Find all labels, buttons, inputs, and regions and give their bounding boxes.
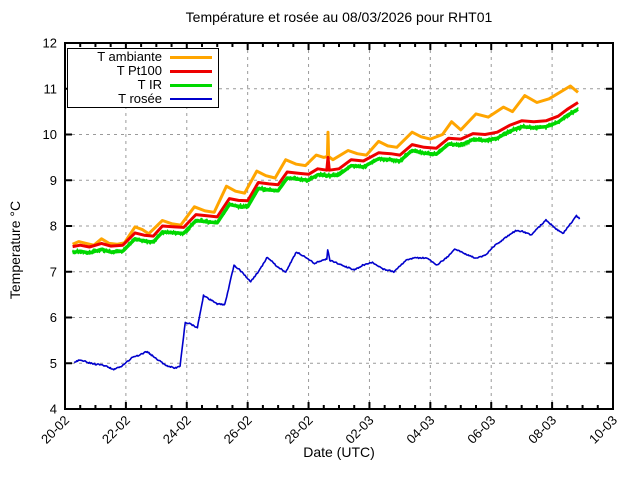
x-tick-label: 02-03 — [342, 413, 376, 447]
y-tick-label: 6 — [50, 310, 57, 325]
legend-item-t-rosee: T rosée — [68, 92, 218, 106]
y-tick-label: 4 — [50, 402, 57, 417]
chart-title: Température et rosée au 08/03/2026 pour … — [185, 9, 493, 25]
x-tick-label: 10-03 — [586, 413, 620, 447]
y-tick-label: 12 — [43, 36, 57, 51]
y-tick-label: 9 — [50, 173, 57, 188]
y-axis-label: Temperature °C — [7, 200, 23, 300]
x-tick-label: 28-02 — [282, 413, 316, 447]
y-tick-label: 10 — [43, 127, 57, 142]
y-tick-label: 11 — [44, 81, 58, 96]
y-tick-label: 7 — [50, 264, 57, 279]
x-tick-label: 26-02 — [221, 413, 255, 447]
legend-label: T rosée — [118, 91, 162, 106]
legend-line-sample — [170, 69, 212, 73]
x-tick-label: 06-03 — [464, 413, 498, 447]
legend-line-sample — [170, 98, 212, 100]
series-line-t-rosée — [73, 214, 581, 371]
x-axis-label: Date (UTC) — [303, 444, 375, 460]
legend-label: T IR — [137, 77, 162, 92]
x-tick-label: 04-03 — [403, 413, 437, 447]
series-line-t-pt100 — [72, 101, 579, 249]
x-tick-label: 22-02 — [99, 413, 133, 447]
legend-line-sample — [170, 83, 212, 87]
legend-label: T Pt100 — [116, 63, 162, 78]
legend-item-t-ir: T IR — [68, 78, 218, 92]
series-line-t-ambiante — [71, 84, 579, 247]
legend-label: T ambiante — [97, 49, 162, 64]
x-tick-label: 08-03 — [525, 413, 559, 447]
legend-line-sample — [170, 55, 212, 59]
y-tick-label: 5 — [50, 356, 57, 371]
y-tick-label: 8 — [50, 219, 57, 234]
x-tick-label: 20-02 — [38, 413, 72, 447]
series-line-t-ir-fuzz — [72, 107, 579, 256]
legend: T ambiante T Pt100 T IR T rosée — [67, 48, 219, 108]
legend-item-t-ambiante: T ambiante — [68, 50, 218, 64]
legend-item-t-pt100: T Pt100 — [68, 64, 218, 78]
x-tick-label: 24-02 — [160, 413, 194, 447]
